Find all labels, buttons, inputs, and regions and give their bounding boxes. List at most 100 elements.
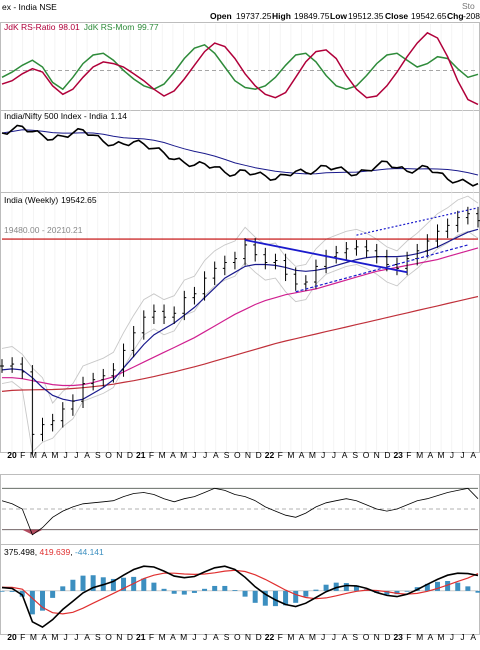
x-tick-label: S bbox=[352, 450, 358, 460]
macd-panel bbox=[0, 565, 480, 629]
macd-hist-bar bbox=[333, 582, 339, 591]
x-tick-label: M bbox=[51, 450, 58, 460]
x-tick-label: A bbox=[213, 632, 219, 642]
macd-hist-bar bbox=[272, 590, 278, 607]
x-tick-label: F bbox=[278, 450, 283, 460]
rs-line bbox=[1, 124, 479, 187]
macd-legend-v2: 419.639 bbox=[39, 547, 70, 557]
price-legend-label: India (Weekly) bbox=[4, 195, 58, 205]
macd-hist-bar bbox=[262, 590, 268, 606]
macd-hist-bar bbox=[110, 578, 116, 591]
price-legend: India (Weekly) 19542.65 bbox=[4, 195, 97, 205]
price-annotation-1: 19480.00 bbox=[4, 225, 40, 235]
x-tick-label: A bbox=[299, 632, 305, 642]
rising-channel-lower bbox=[295, 244, 469, 293]
panel-rsi-frame bbox=[0, 474, 480, 545]
x-tick-label: A bbox=[342, 450, 348, 460]
x-tick-label: S bbox=[95, 632, 101, 642]
open-label: Open bbox=[210, 11, 232, 21]
macd-legend-v1: 375.498 bbox=[4, 547, 35, 557]
x-tick-label: M bbox=[309, 450, 316, 460]
macd-hist-bar bbox=[465, 586, 471, 591]
x-tick-label: N bbox=[245, 450, 251, 460]
x-tick-label: A bbox=[170, 632, 176, 642]
macd-legend-v3: -44.141 bbox=[75, 547, 104, 557]
rs-average-line bbox=[1, 129, 479, 176]
macd-hist-bar bbox=[252, 590, 258, 603]
macd-hist-bar bbox=[0, 590, 5, 592]
x-tick-label: A bbox=[213, 450, 219, 460]
x-tick-label: D bbox=[127, 632, 133, 642]
ma-short-line bbox=[1, 228, 479, 402]
rsi-panel bbox=[1, 487, 479, 536]
macd-hist-bar bbox=[50, 590, 56, 598]
x-tick-label: N bbox=[116, 632, 122, 642]
price-annotation-2: 20210.21 bbox=[47, 225, 83, 235]
x-tick-label: D bbox=[256, 632, 262, 642]
x-tick-label: F bbox=[406, 450, 411, 460]
macd-hist-bar bbox=[171, 590, 177, 594]
close-label: Close bbox=[385, 11, 408, 21]
chg-value: -208 bbox=[463, 11, 480, 21]
x-tick-label: J bbox=[321, 450, 325, 460]
x-tick-label: F bbox=[149, 632, 154, 642]
macd-hist-bar bbox=[212, 585, 218, 591]
x-tick-label: D bbox=[384, 450, 390, 460]
x-tick-label: J bbox=[450, 450, 454, 460]
rrg-panel bbox=[1, 31, 479, 106]
x-tick-label: J bbox=[460, 632, 464, 642]
x-tick-label: M bbox=[309, 632, 316, 642]
rising-channel-upper bbox=[356, 207, 479, 236]
macd-hist-bar bbox=[222, 585, 228, 591]
x-tick-label: 22 bbox=[265, 632, 275, 642]
x-tick-label: M bbox=[416, 632, 423, 642]
macd-hist-bar bbox=[384, 590, 390, 595]
x-tick-label: 21 bbox=[136, 632, 146, 642]
x-tick-label: J bbox=[74, 632, 78, 642]
x-tick-label: S bbox=[95, 450, 101, 460]
panel-rs-frame bbox=[0, 110, 480, 193]
macd-hist-bar bbox=[394, 590, 400, 595]
macd-hist-bar bbox=[434, 581, 440, 591]
x-tick-label: N bbox=[245, 632, 251, 642]
x-tick-label: M bbox=[180, 450, 187, 460]
x-axis-labels: 2020FFMMAAMMJJJJAASSOONNDD2121FFMMAAMMJJ… bbox=[7, 450, 476, 642]
price-annotations: 19480.00 - 20210.21 bbox=[4, 225, 83, 235]
macd-hist-bar bbox=[40, 590, 46, 611]
band-upper bbox=[1, 195, 479, 404]
macd-line bbox=[1, 565, 479, 629]
price-panel bbox=[0, 195, 480, 455]
low-label: Low bbox=[330, 11, 347, 21]
macd-hist-bar bbox=[283, 590, 289, 606]
x-tick-label: A bbox=[41, 450, 47, 460]
x-tick-label: A bbox=[470, 450, 476, 460]
x-tick-label: M bbox=[159, 450, 166, 460]
x-tick-label: A bbox=[170, 450, 176, 460]
macd-hist-bar bbox=[90, 575, 96, 591]
macd-hist-bar bbox=[242, 590, 248, 597]
macd-hist-bar bbox=[19, 590, 25, 597]
x-tick-label: A bbox=[41, 632, 47, 642]
x-tick-label: 23 bbox=[393, 450, 403, 460]
x-tick-label: J bbox=[192, 450, 196, 460]
x-tick-label: 22 bbox=[265, 450, 275, 460]
x-tick-label: M bbox=[30, 450, 37, 460]
x-tick-label: J bbox=[332, 450, 336, 460]
macd-hist-bar bbox=[121, 577, 127, 591]
macd-hist-bar bbox=[323, 584, 329, 591]
rrg-legend-ratio: JdK RS-Ratio 98.01 JdK RS-Mom 99.77 bbox=[4, 22, 159, 32]
macd-hist-bar bbox=[161, 588, 167, 591]
x-tick-label: A bbox=[84, 632, 90, 642]
x-tick-label: 20 bbox=[7, 632, 17, 642]
x-tick-label: S bbox=[224, 632, 230, 642]
macd-legend-sep1: , bbox=[35, 547, 40, 557]
x-tick-label: F bbox=[20, 632, 25, 642]
rrg-mom-value: 99.77 bbox=[137, 22, 159, 32]
ma-long-line bbox=[1, 295, 479, 392]
chg-label: Chg bbox=[447, 11, 464, 21]
x-tick-label: S bbox=[224, 450, 230, 460]
x-tick-label: A bbox=[428, 632, 434, 642]
macd-hist-bar bbox=[404, 590, 410, 592]
grid-lines bbox=[11, 24, 474, 452]
